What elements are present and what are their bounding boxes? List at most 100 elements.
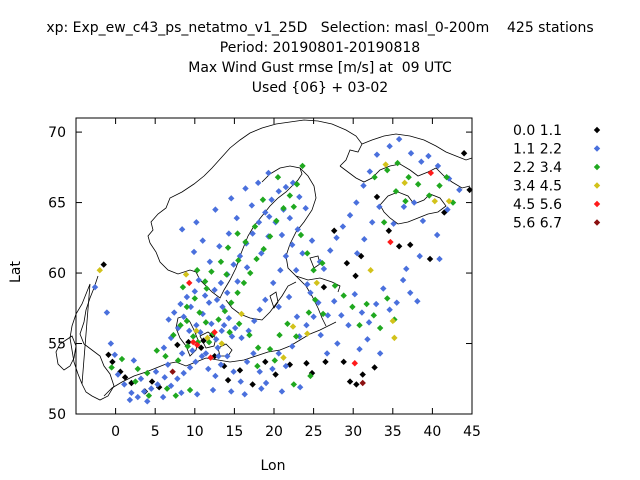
station-point	[262, 358, 269, 366]
station-point	[223, 271, 230, 278]
station-point	[426, 255, 434, 263]
station-point	[196, 309, 203, 316]
x-tick-label: 25	[305, 424, 323, 440]
station-point	[236, 252, 244, 260]
station-point	[193, 391, 201, 398]
station-point	[180, 313, 187, 320]
station-point	[269, 365, 276, 373]
station-point	[201, 278, 209, 285]
x-tick-label: 45	[463, 424, 481, 440]
station-point	[212, 206, 219, 213]
legend-swatch	[593, 219, 601, 226]
station-point	[103, 309, 111, 316]
station-point	[159, 393, 167, 401]
legend-label: 3.4 4.5	[513, 179, 562, 195]
station-point	[282, 183, 290, 191]
station-point	[205, 338, 213, 346]
legend-swatch	[593, 200, 601, 208]
station-point	[311, 296, 319, 304]
station-point	[228, 333, 236, 340]
station-point	[339, 223, 347, 230]
station-point	[407, 150, 415, 157]
station-point	[293, 181, 301, 188]
station-point	[207, 354, 214, 361]
station-point	[164, 361, 172, 368]
station-point	[444, 206, 451, 213]
station-point	[132, 378, 139, 385]
legend-label: 0.0 1.1	[513, 123, 562, 139]
station-point	[256, 368, 263, 375]
station-point	[144, 369, 151, 377]
station-point	[296, 384, 304, 391]
station-point	[292, 267, 300, 274]
station-point	[256, 306, 263, 313]
station-point	[357, 252, 365, 260]
station-point	[193, 327, 200, 335]
station-point	[219, 303, 226, 311]
legend-label: 2.2 3.4	[513, 160, 562, 176]
station-point	[167, 382, 175, 390]
station-point	[327, 247, 334, 254]
station-point	[445, 197, 453, 205]
station-point	[324, 312, 332, 319]
station-point	[304, 330, 311, 337]
station-point	[289, 343, 296, 350]
station-point	[416, 252, 423, 260]
station-point	[425, 152, 432, 160]
station-point	[180, 369, 187, 377]
station-point	[385, 227, 393, 234]
station-point	[174, 357, 182, 364]
station-point	[373, 193, 381, 201]
station-point	[346, 378, 354, 385]
station-point	[154, 381, 161, 388]
station-point	[366, 168, 374, 175]
x-tick-label: 0	[111, 424, 120, 440]
x-tick-label: 20	[265, 424, 283, 440]
station-point	[346, 212, 354, 219]
station-point	[182, 271, 190, 278]
station-point	[367, 267, 374, 274]
station-point	[331, 282, 339, 289]
station-point	[198, 353, 206, 360]
station-point	[400, 203, 408, 210]
chart-title-period: Period: 20190801-20190818	[219, 40, 421, 56]
station-point	[121, 381, 128, 388]
station-point	[228, 388, 235, 395]
station-point	[243, 358, 251, 366]
station-point	[403, 265, 410, 273]
station-point	[407, 289, 414, 296]
station-point	[121, 374, 129, 381]
station-point	[169, 368, 176, 375]
station-point	[376, 350, 384, 357]
station-point	[211, 286, 218, 294]
station-point	[258, 250, 265, 257]
station-point	[171, 309, 178, 316]
station-point	[330, 227, 338, 234]
station-point	[254, 344, 262, 351]
y-tick-label: 70	[48, 125, 66, 141]
station-point	[352, 272, 359, 280]
station-point	[456, 186, 463, 194]
station-point	[246, 331, 253, 339]
station-point	[351, 290, 358, 298]
station-point	[250, 350, 257, 357]
station-point	[289, 241, 296, 249]
station-point	[186, 279, 193, 287]
station-point	[340, 292, 347, 299]
legend-swatch	[593, 163, 601, 171]
legend-label: 1.1 2.2	[513, 142, 562, 158]
station-point	[334, 340, 341, 347]
station-point	[343, 259, 351, 267]
station-point	[153, 347, 160, 354]
station-point	[187, 303, 195, 311]
station-point	[183, 317, 191, 325]
station-point	[282, 252, 290, 260]
station-point	[275, 303, 282, 311]
station-point	[191, 288, 198, 295]
station-point	[353, 199, 360, 206]
legend-swatch	[593, 126, 601, 134]
station-point	[185, 338, 192, 346]
station-point	[105, 351, 112, 358]
station-point	[419, 217, 427, 225]
y-tick-label: 60	[48, 266, 66, 282]
